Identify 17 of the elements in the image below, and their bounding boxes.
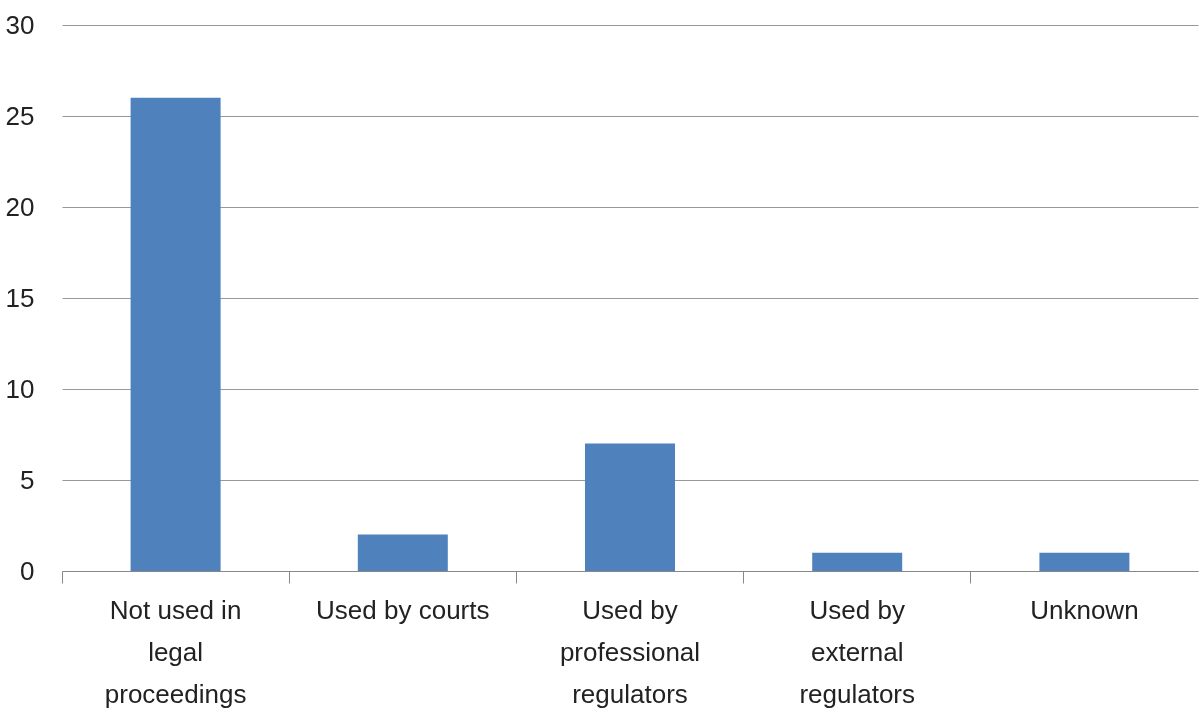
- bar: [130, 97, 221, 571]
- y-tick-label: 15: [5, 282, 35, 313]
- x-tick-label: Not used in legal proceedings: [104, 594, 247, 709]
- bar: [585, 443, 675, 571]
- y-tick-label: 25: [5, 100, 35, 131]
- bar: [357, 534, 448, 571]
- y-tick-label: 10: [5, 373, 35, 404]
- bar: [812, 552, 903, 571]
- y-tick-label: 0: [20, 555, 35, 586]
- bar: [1039, 552, 1130, 571]
- y-tick-label: 5: [20, 464, 35, 495]
- x-tick-label: Unknown: [1030, 594, 1139, 625]
- x-tick-label: Used by courts: [316, 594, 490, 625]
- x-tick-label: Used by external regulators: [799, 594, 916, 709]
- y-tick-label: 30: [5, 9, 35, 40]
- y-tick-label: 20: [5, 191, 35, 222]
- x-tick-label: Used by professional regulators: [559, 594, 701, 709]
